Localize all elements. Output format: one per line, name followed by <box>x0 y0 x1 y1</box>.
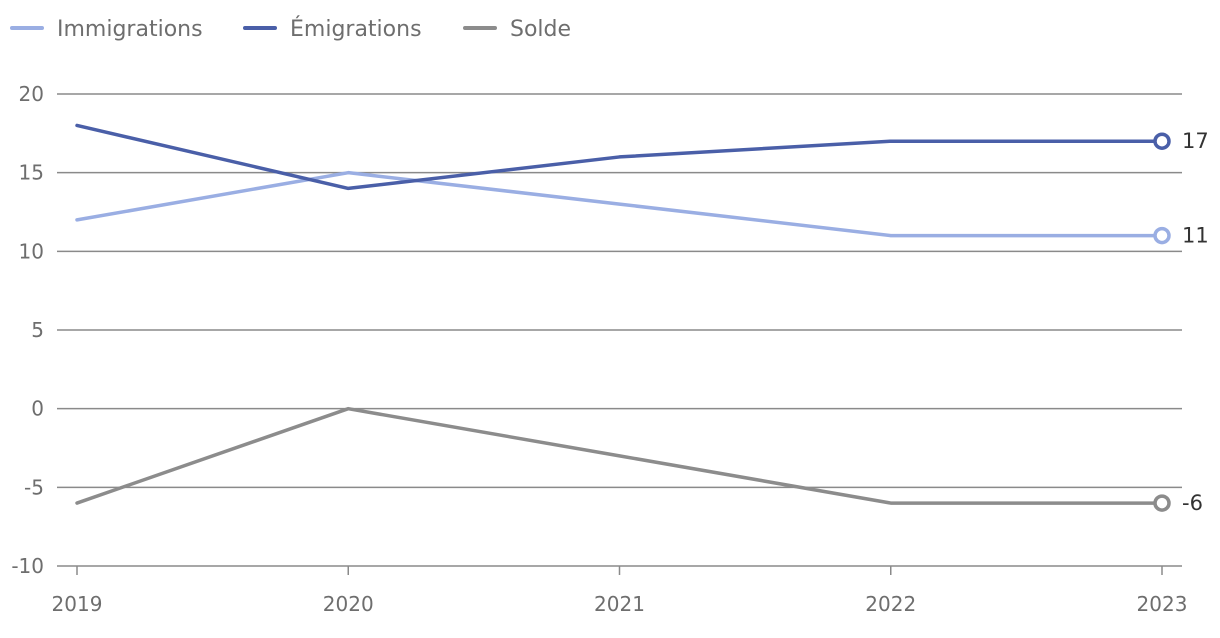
legend: Immigrations Émigrations Solde <box>10 16 571 42</box>
x-tick-label: 2019 <box>52 592 103 616</box>
x-tick-label: 2023 <box>1137 592 1188 616</box>
series-end-label: 11 <box>1182 224 1209 248</box>
y-tick-label: 20 <box>19 82 44 106</box>
legend-label: Émigrations <box>290 16 422 42</box>
y-tick-label: -5 <box>24 475 44 499</box>
y-tick-label: -10 <box>11 554 44 578</box>
end-labels: 11 17 -6 <box>1182 129 1209 515</box>
y-tick-label: 15 <box>19 161 44 185</box>
legend-item[interactable]: Émigrations <box>243 16 422 42</box>
legend-item[interactable]: Solde <box>463 17 571 42</box>
gridlines <box>57 93 1182 489</box>
legend-item[interactable]: Immigrations <box>10 17 203 42</box>
y-tick-label: 5 <box>31 318 44 342</box>
series-line[interactable] <box>75 123 1164 191</box>
series-end-label: 17 <box>1182 129 1209 153</box>
x-tick-label: 2022 <box>865 592 916 616</box>
series-line[interactable] <box>75 170 1164 238</box>
series-end-label: -6 <box>1182 491 1203 515</box>
x-tick-label: 2021 <box>594 592 645 616</box>
x-axis: 2019 2020 2021 2022 2023 <box>52 565 1188 616</box>
series-end-marker[interactable] <box>1153 226 1171 245</box>
y-axis: 20 15 10 5 0 -5 -10 <box>11 82 44 578</box>
series-line[interactable] <box>75 406 1164 505</box>
legend-label: Solde <box>510 17 571 42</box>
series-end-marker[interactable] <box>1153 494 1171 512</box>
series-end-marker[interactable] <box>1153 132 1171 150</box>
legend-label: Immigrations <box>57 17 203 42</box>
series-group <box>75 123 1171 512</box>
y-tick-label: 0 <box>31 397 44 421</box>
x-tick-label: 2020 <box>323 592 374 616</box>
y-tick-label: 10 <box>19 239 44 263</box>
